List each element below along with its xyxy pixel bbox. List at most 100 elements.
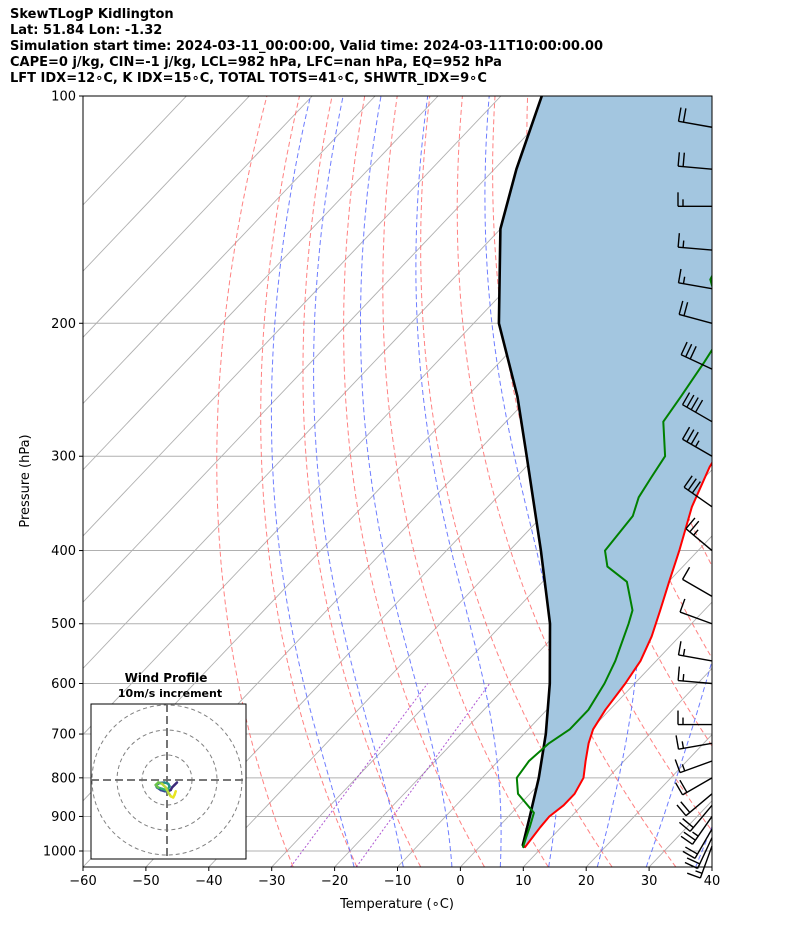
moist-adiabat [484,96,562,867]
moist-adiabat [645,96,712,867]
x-tick-label: −10 [384,874,411,889]
dry-adiabat [723,96,794,867]
barb-flag [679,779,688,793]
barb-staff [682,777,713,796]
barb-flag [684,861,698,870]
wind-barb [683,475,713,508]
wind-barb [681,566,713,597]
indices-line-1: CAPE=0 j/kg, CIN=-1 j/kg, LCL=982 hPa, L… [10,55,502,70]
hodograph-segment [173,790,177,797]
wind-barb [675,735,713,750]
x-axis-label: Temperature (∘C) [339,897,454,912]
dewpoint-line [515,274,712,849]
barb-flag [681,392,691,406]
barb-flag [685,846,698,855]
barb-flag [678,300,684,315]
barb-half-flag [681,764,686,772]
barb-staff [678,165,713,170]
wind-barb [678,300,713,324]
barb-staff [685,528,713,552]
dry-adiabat [343,96,485,867]
x-tick-label: 40 [704,874,721,889]
wind-barb [680,341,713,370]
wind-barb [677,710,712,726]
barb-flag [686,857,701,865]
y-tick-label: 200 [51,317,76,332]
y-tick-label: 700 [51,728,76,743]
isotherm [83,96,376,405]
barb-staff [679,760,713,774]
y-tick-label: 300 [51,450,76,465]
barb-half-flag [682,240,685,248]
barb-flag [675,735,680,750]
barb-flag [683,302,689,316]
isotherm [145,270,712,867]
wind-barb [677,107,713,128]
barb-flag [686,394,695,408]
barb-flag [680,801,691,813]
dry-adiabat [420,96,613,867]
hodograph-subtitle: 10m/s increment [118,687,222,700]
location-label: Lat: 51.84 Lon: -1.32 [10,23,163,38]
barb-half-flag [692,831,699,837]
wind-barb [681,426,713,457]
moist-adiabat [415,96,502,867]
barb-flag [682,152,686,167]
barb-staff [691,816,713,845]
barb-flag [682,818,694,829]
barb-flag [691,481,701,494]
barb-half-flag [682,648,686,656]
barb-half-flag [693,529,699,536]
barb-flag [681,426,691,440]
x-tick-label: −30 [258,874,285,889]
barb-staff [682,438,713,457]
y-tick-label: 100 [51,90,76,105]
barb-flag [690,397,699,411]
x-tick-label: −40 [195,874,222,889]
moist-adiabat [360,96,453,867]
dry-adiabat [756,96,794,867]
barb-flag [683,475,693,488]
y-tick-label: 500 [51,617,76,632]
temperature-line [523,461,712,849]
x-tick-label: 10 [515,874,532,889]
barb-flag [686,429,695,443]
wind-barb [684,837,713,870]
wind-barb [677,152,713,170]
barb-flag [677,268,682,283]
barb-flag [677,641,682,656]
x-tick-label: −20 [321,874,348,889]
barb-flag [683,831,696,841]
wind-barb [682,828,713,860]
barb-flag [685,517,696,530]
y-tick-label: 1000 [43,845,76,860]
chart-title: SkewTLogP Kidlington [10,7,174,22]
header: SkewTLogP Kidlington Lat: 51.84 Lon: -1.… [10,7,603,87]
barb-flag [674,782,684,796]
y-axis-label: Pressure (hPa) [18,434,33,527]
barb-flag [686,872,701,879]
barb-flag [681,566,691,580]
isotherm [83,96,502,537]
y-tick-label: 600 [51,677,76,692]
barb-flag [687,478,697,491]
cin-shading [498,96,712,848]
barb-flag [680,835,693,845]
wind-barb [677,233,713,251]
wind-barb [678,804,713,832]
barb-staff [694,828,713,859]
hodograph-plot [91,704,246,859]
x-tick-label: −50 [132,874,159,889]
barb-flag [682,108,687,123]
wind-barb [676,793,713,817]
barb-staff [682,578,713,597]
barb-flag [680,341,688,356]
isotherm [522,667,712,867]
time-label: Simulation start time: 2024-03-11_00:00:… [10,39,603,54]
barb-half-flag [682,276,686,284]
barb-flag [677,666,681,681]
isotherm [585,733,712,867]
barb-flag [677,152,681,167]
isotherm [83,96,250,272]
y-tick-label: 800 [51,771,76,786]
